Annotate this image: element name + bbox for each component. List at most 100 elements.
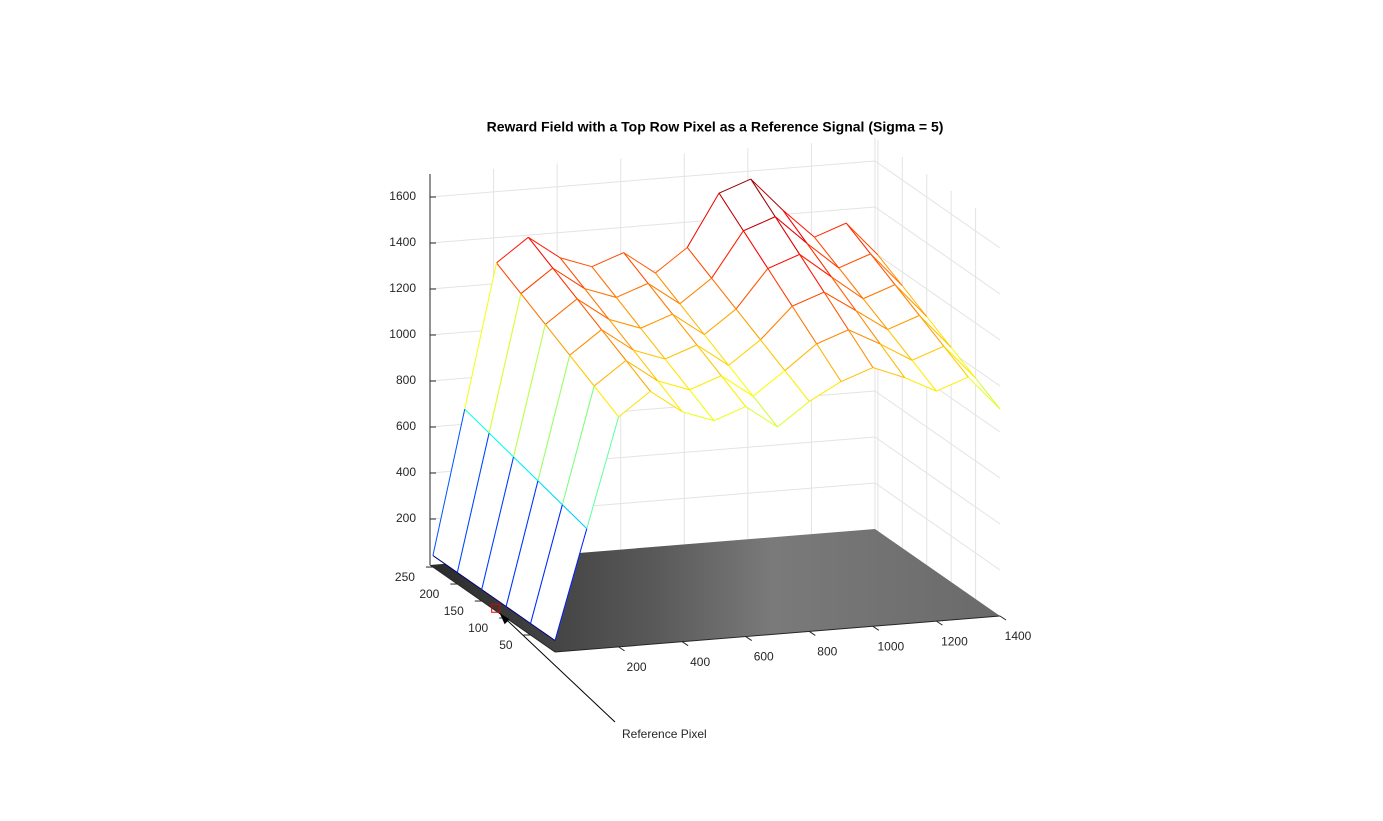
mesh-edge bbox=[647, 283, 673, 315]
mesh-edge bbox=[513, 324, 546, 458]
mesh-edge bbox=[520, 267, 554, 295]
mesh-face bbox=[432, 409, 490, 573]
mesh-edge bbox=[862, 298, 888, 330]
mesh-edge bbox=[584, 288, 617, 298]
mesh-face bbox=[743, 216, 800, 269]
mesh-face bbox=[855, 310, 913, 361]
mesh-edge bbox=[782, 209, 808, 244]
mesh-edge bbox=[593, 360, 627, 387]
mesh-edge bbox=[682, 411, 715, 422]
grid-line bbox=[874, 160, 1001, 249]
mesh-edge bbox=[559, 257, 592, 268]
grid-line bbox=[874, 252, 1001, 341]
grid-line bbox=[874, 482, 1001, 571]
mesh-edge bbox=[967, 376, 1001, 410]
mesh-edge bbox=[689, 389, 715, 421]
mesh-face bbox=[831, 276, 888, 330]
mesh-face bbox=[784, 343, 842, 402]
x-tick bbox=[745, 636, 752, 641]
mesh-edge bbox=[774, 216, 808, 244]
mesh-edge bbox=[655, 247, 688, 274]
mesh-edge bbox=[505, 606, 531, 624]
mesh-edge bbox=[750, 178, 783, 211]
chart-title: Reward Field with a Top Row Pixel as a R… bbox=[487, 119, 944, 135]
annotation-label: Reference Pixel bbox=[622, 727, 707, 741]
mesh-edge bbox=[576, 298, 602, 331]
mesh-edge bbox=[657, 380, 683, 413]
mesh-edge bbox=[814, 222, 847, 238]
mesh-face bbox=[943, 346, 1000, 409]
mesh-edge bbox=[799, 254, 832, 278]
mesh-edge bbox=[862, 284, 896, 300]
mesh-face bbox=[782, 209, 839, 268]
mesh-edge bbox=[561, 385, 595, 505]
y-tick-label: 100 bbox=[468, 621, 488, 635]
mesh-edge bbox=[728, 365, 754, 397]
mesh-face bbox=[887, 315, 944, 361]
mesh-edge bbox=[831, 276, 864, 300]
mesh-edge bbox=[894, 284, 920, 316]
mesh-edge bbox=[752, 395, 778, 428]
mesh-face bbox=[863, 284, 920, 330]
mesh-edge bbox=[528, 236, 561, 259]
mesh-face bbox=[665, 344, 722, 390]
z-tick-label: 800 bbox=[396, 373, 416, 387]
mesh-face bbox=[520, 268, 578, 325]
mesh-edge bbox=[774, 216, 801, 255]
mesh-face bbox=[672, 314, 729, 366]
mesh-edge bbox=[689, 375, 722, 391]
mesh-edge bbox=[616, 282, 649, 298]
mesh-edge bbox=[743, 216, 776, 232]
x-tick-label: 1000 bbox=[878, 639, 905, 653]
mesh-edge bbox=[901, 285, 928, 317]
mesh-edge bbox=[647, 282, 681, 305]
x-tick-label: 1400 bbox=[1005, 629, 1032, 643]
mesh-edge bbox=[632, 349, 659, 382]
mesh-edge bbox=[823, 291, 857, 311]
mesh-edge bbox=[686, 192, 720, 248]
mesh-edge bbox=[870, 253, 903, 287]
mesh-face bbox=[753, 370, 810, 427]
mesh-face bbox=[792, 292, 849, 344]
mesh-edge bbox=[591, 266, 617, 298]
mesh-edge bbox=[784, 343, 817, 372]
mesh-edge bbox=[975, 377, 1001, 410]
mesh-face bbox=[814, 223, 871, 268]
x-tick-label: 200 bbox=[627, 660, 647, 674]
mesh-face bbox=[591, 252, 649, 298]
y-tick-label: 50 bbox=[499, 638, 513, 652]
mesh-face bbox=[721, 375, 778, 427]
grid-line bbox=[874, 436, 1001, 525]
mesh-face bbox=[655, 247, 712, 304]
x-tick-label: 600 bbox=[754, 650, 774, 664]
mesh-edge bbox=[608, 318, 641, 329]
x-tick bbox=[872, 625, 880, 631]
mesh-face bbox=[657, 380, 714, 421]
mesh-edge bbox=[552, 267, 585, 289]
mesh-edge bbox=[728, 339, 761, 366]
grid-line bbox=[429, 206, 876, 244]
mesh-face bbox=[594, 360, 651, 417]
mesh-edge bbox=[618, 390, 651, 418]
mesh-edge bbox=[456, 432, 490, 573]
mesh-edge bbox=[887, 315, 920, 331]
mesh-edge bbox=[718, 192, 744, 232]
mesh-face bbox=[775, 216, 832, 277]
mesh-edge bbox=[936, 376, 969, 392]
mesh-edge bbox=[552, 267, 578, 300]
mesh-face bbox=[728, 339, 785, 397]
mesh-edge bbox=[777, 401, 810, 428]
y-tick-label: 200 bbox=[419, 587, 439, 601]
mesh-edge bbox=[554, 528, 588, 641]
mesh-face bbox=[537, 355, 595, 505]
mesh-face bbox=[562, 386, 619, 529]
mesh-face bbox=[560, 257, 617, 298]
mesh-edge bbox=[720, 375, 747, 407]
mesh-face bbox=[704, 309, 761, 366]
mesh-edge bbox=[505, 480, 539, 607]
x-tick-label: 400 bbox=[690, 655, 710, 669]
mesh-edge bbox=[809, 381, 842, 402]
mesh-edge bbox=[601, 329, 627, 361]
mesh-face bbox=[711, 230, 768, 310]
